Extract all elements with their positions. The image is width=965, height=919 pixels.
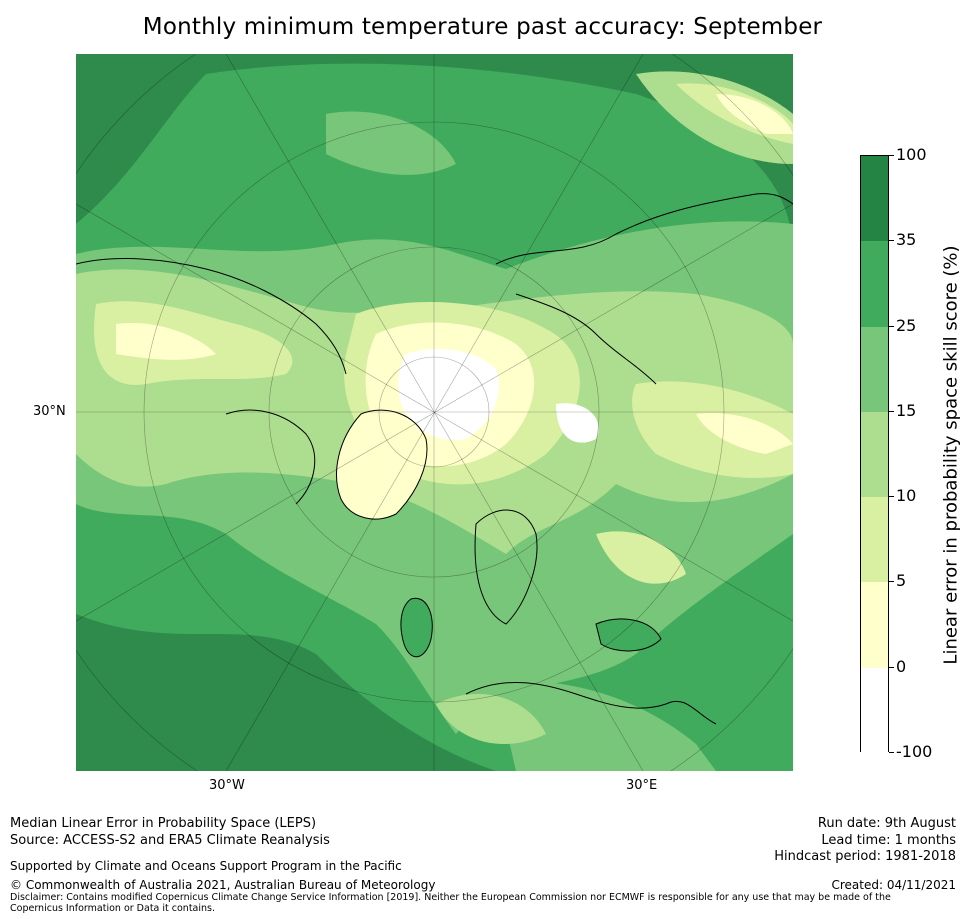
page-title: Monthly minimum temperature past accurac… (142, 14, 823, 40)
footer-support: Supported by Climate and Oceans Support … (10, 859, 402, 873)
footer-copyright: © Commonwealth of Australia 2021, Austra… (10, 878, 436, 892)
black-sea-coastline (595, 618, 662, 652)
colorbar-label: Linear error in probability space skill … (940, 245, 962, 665)
colorbar-tick-label: 25 (896, 315, 917, 335)
polar-skill-map[interactable] (76, 54, 793, 771)
colorbar-bin-0-5 (861, 582, 888, 668)
run-date: Run date: 9th August (817, 816, 956, 831)
colorbar-bin-10-15 (861, 411, 888, 498)
colorbar-tick-label: -100 (896, 742, 933, 761)
lon-label-30e: 30°E (626, 778, 658, 793)
britain-coastline (400, 597, 433, 657)
footer-leps: Median Linear Error in Probability Space… (10, 816, 317, 831)
colorbar-tick-mark (889, 666, 894, 668)
hindcast-period: Hindcast period: 1981-2018 (774, 849, 956, 864)
scandinavia-coastline (474, 509, 538, 625)
colorbar-bin-25-35 (861, 241, 888, 327)
lat-label-30n: 30°N (33, 404, 66, 419)
lon-label-30w: 30°W (209, 778, 245, 793)
greenland-landmass (336, 409, 428, 520)
colorbar-tick-label: 10 (896, 486, 917, 506)
colorbar-tick-mark (889, 155, 894, 156)
map-canvas (76, 54, 793, 771)
colorbar-tick-mark (889, 410, 894, 412)
colorbar-tick-mark (889, 752, 894, 753)
colorbar-bin-5-10 (861, 497, 888, 583)
colorbar-tick-mark (889, 240, 894, 242)
colorbar-tick-label: 15 (896, 400, 917, 420)
colorbar (860, 155, 889, 753)
footer-source: Source: ACCESS-S2 and ERA5 Climate Reana… (10, 833, 330, 848)
skill-field-negative (398, 349, 599, 443)
created-date: Created: 04/11/2021 (831, 878, 956, 892)
colorbar-bin--100-0 (861, 667, 888, 753)
colorbar-bin-35-100 (861, 156, 888, 242)
colorbar-tick-label: 0 (896, 656, 907, 676)
north-america-arctic-coastline (76, 258, 347, 505)
colorbar-tick-mark (889, 325, 894, 327)
colorbar-tick-mark (889, 581, 894, 583)
colorbar-tick-label: 5 (896, 571, 907, 591)
eurasia-arctic-coastline (495, 193, 793, 385)
colorbar-bin-15-25 (861, 326, 888, 412)
lead-time: Lead time: 1 months (821, 833, 956, 848)
colorbar-tick-label: 100 (896, 145, 927, 164)
colorbar-tick-label: 35 (896, 230, 917, 250)
graticule (76, 54, 793, 771)
colorbar-tick-mark (889, 496, 894, 498)
mediterranean-coastline (465, 682, 717, 725)
footer-disclaimer: Disclaimer: Contains modified Copernicus… (10, 892, 891, 914)
